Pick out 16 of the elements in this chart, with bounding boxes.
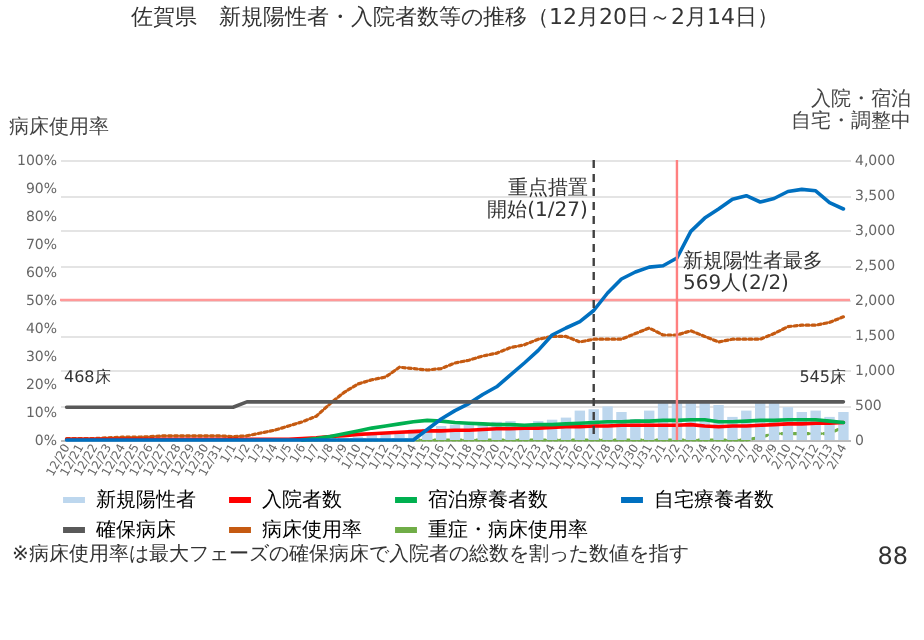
annotation: 545床 (799, 368, 846, 386)
legend-label: 新規陽性者 (96, 488, 196, 512)
ref-line-label: 新規陽性者最多569人(2/2) (682, 248, 823, 295)
chart-title: 佐賀県 新規陽性者・入院者数等の推移（12月20日～2月14日） (131, 4, 779, 30)
y-axis-title: 病床使用率 (9, 115, 109, 139)
legend-label: 宿泊療養者数 (428, 488, 548, 512)
annotation: 468床 (64, 368, 111, 386)
y2-axis-title: 入院・宿泊自宅・調整中 (791, 87, 911, 133)
legend-label: 重症・病床使用率 (428, 518, 588, 542)
legend-label: 病床使用率 (262, 518, 362, 542)
text: ※病床使用率は最大フェーズの確保病床で入院者の総数を割った数値を指す (12, 544, 689, 568)
text: 88 (877, 542, 908, 570)
legend-label: 確保病床 (94, 518, 176, 542)
legend-label: 自宅療養者数 (654, 488, 774, 512)
legend-label: 入院者数 (262, 488, 342, 512)
ref-line-label: 重点措置開始(1/27) (487, 176, 588, 222)
